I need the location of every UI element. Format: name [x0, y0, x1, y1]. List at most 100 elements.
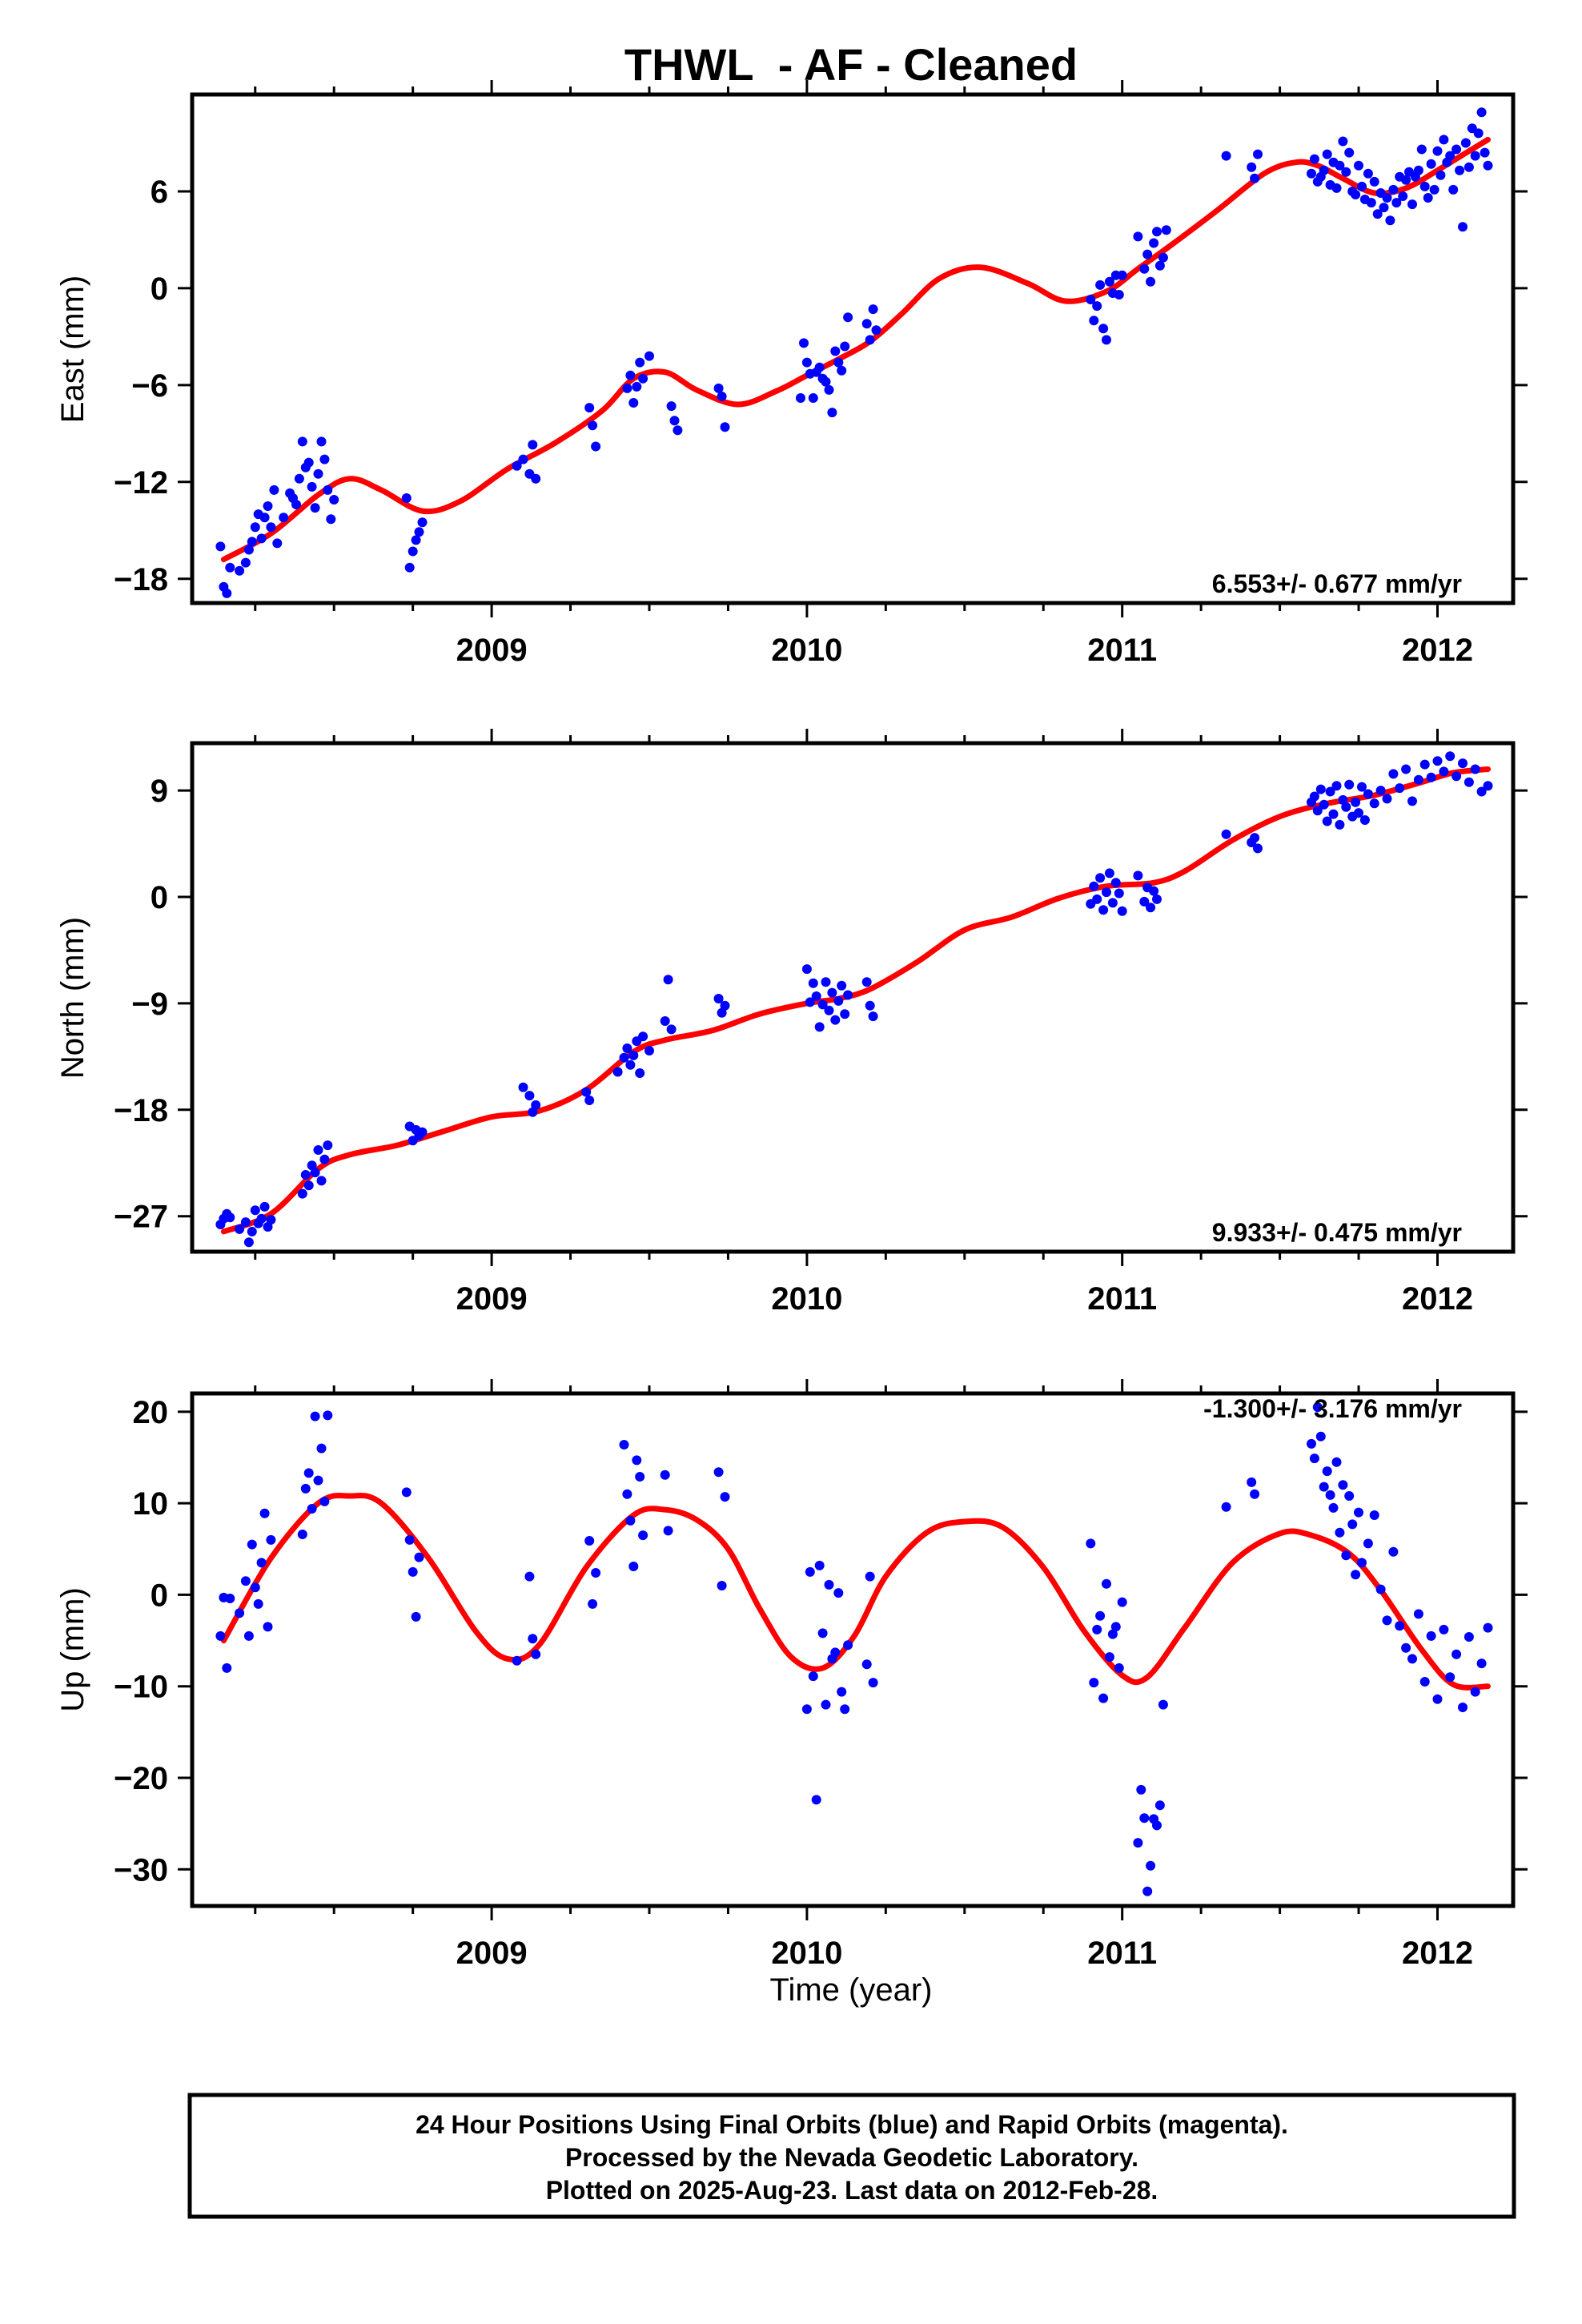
- east-rate-label: 6.553+/- 0.677 mm/yr: [1212, 569, 1462, 598]
- up-data-point: [1250, 1489, 1260, 1499]
- north-data-point: [1104, 868, 1114, 879]
- east-data-point: [1309, 154, 1319, 164]
- up-data-point: [1158, 1699, 1168, 1710]
- up-data-point: [240, 1576, 251, 1586]
- north-data-point: [1312, 806, 1323, 816]
- east-data-point: [1458, 222, 1468, 232]
- north-data-point: [713, 994, 724, 1003]
- up-data-point: [837, 1687, 847, 1697]
- north-rate-label: 9.933+/- 0.475 mm/yr: [1212, 1218, 1462, 1247]
- east-data-point: [1086, 295, 1096, 304]
- up-data-point: [1426, 1630, 1436, 1641]
- east-data-point: [1253, 149, 1263, 159]
- north-data-point: [638, 1031, 648, 1042]
- up-data-point: [1086, 1538, 1096, 1549]
- north-data-point: [625, 1059, 636, 1070]
- north-x-tick-label: 2012: [1402, 1281, 1473, 1317]
- up-data-point: [266, 1534, 276, 1545]
- up-data-point: [1142, 1886, 1153, 1896]
- up-data-point: [588, 1598, 598, 1609]
- north-data-point: [660, 1016, 670, 1026]
- east-x-tick-label: 2011: [1087, 633, 1157, 668]
- north-data-point: [644, 1046, 654, 1055]
- east-data-point: [414, 527, 424, 537]
- up-data-point: [843, 1640, 853, 1651]
- east-data-point: [1460, 138, 1471, 148]
- east-data-point: [235, 565, 245, 576]
- north-data-point: [1319, 799, 1329, 810]
- north-data-point: [635, 1068, 645, 1078]
- up-data-point: [824, 1579, 834, 1590]
- north-y-tick-label: 9: [151, 774, 168, 809]
- north-data-point: [1107, 898, 1118, 908]
- east-data-point: [821, 376, 831, 387]
- east-data-point: [1089, 316, 1099, 326]
- up-data-point: [805, 1566, 815, 1577]
- east-data-point: [310, 503, 320, 513]
- east-data-point: [1391, 198, 1402, 208]
- north-data-point: [1089, 881, 1099, 891]
- east-data-point: [1344, 147, 1355, 158]
- up-data-point: [401, 1487, 412, 1498]
- up-data-point: [404, 1534, 415, 1545]
- east-data-point: [865, 335, 875, 345]
- east-data-point: [1366, 198, 1376, 208]
- east-data-point: [250, 522, 260, 533]
- north-data-point: [259, 1201, 270, 1212]
- up-x-tick-label: 2009: [456, 1936, 528, 1971]
- north-data-point: [1357, 782, 1367, 792]
- up-data-point: [1092, 1624, 1102, 1634]
- up-data-point: [1439, 1624, 1449, 1634]
- east-data-point: [1372, 209, 1383, 219]
- east-data-point: [303, 457, 314, 468]
- east-data-point: [644, 351, 654, 361]
- up-data-point: [808, 1671, 818, 1682]
- up-data-point: [414, 1552, 424, 1562]
- north-data-point: [1110, 878, 1121, 888]
- up-data-point: [1095, 1610, 1106, 1621]
- north-data-point: [240, 1217, 251, 1228]
- east-data-point: [1307, 168, 1316, 179]
- up-data-point: [316, 1443, 327, 1454]
- east-data-point: [871, 325, 881, 336]
- up-data-point: [660, 1470, 670, 1480]
- east-data-point: [291, 500, 301, 509]
- up-data-point: [1114, 1663, 1124, 1673]
- north-data-point: [1133, 870, 1143, 881]
- up-data-point: [861, 1659, 872, 1670]
- north-data-point: [1388, 769, 1399, 779]
- east-data-point: [1385, 215, 1395, 226]
- up-data-point: [225, 1594, 235, 1603]
- up-data-point: [303, 1468, 314, 1478]
- up-data-point: [1432, 1694, 1443, 1704]
- north-data-point: [1407, 796, 1417, 806]
- up-data-point: [628, 1562, 639, 1571]
- north-data-point: [805, 997, 815, 1007]
- north-data-point: [1359, 815, 1370, 825]
- north-data-point: [310, 1168, 320, 1178]
- up-data-point: [1098, 1693, 1109, 1703]
- up-data-point: [235, 1608, 245, 1618]
- up-data-point: [817, 1628, 828, 1638]
- north-data-point: [247, 1226, 257, 1236]
- up-data-point: [243, 1630, 254, 1641]
- east-data-point: [215, 541, 226, 552]
- north-data-point: [663, 975, 673, 985]
- up-data-point: [1341, 1550, 1351, 1561]
- east-data-point: [840, 341, 850, 352]
- east-x-tick-label: 2012: [1402, 633, 1473, 668]
- east-data-point: [1357, 181, 1367, 191]
- east-data-point: [1221, 151, 1231, 161]
- east-x-tick-label: 2009: [456, 633, 528, 668]
- north-plot-frame: [190, 741, 1516, 1254]
- east-data-point: [1407, 199, 1417, 210]
- north-data-point: [827, 987, 837, 998]
- north-data-point: [1363, 789, 1373, 799]
- east-data-point: [1117, 270, 1127, 280]
- north-data-point: [1331, 781, 1342, 791]
- up-data-point: [1375, 1584, 1386, 1594]
- north-data-point: [235, 1224, 245, 1234]
- east-data-point: [1158, 252, 1168, 263]
- up-data-point: [1152, 1820, 1162, 1831]
